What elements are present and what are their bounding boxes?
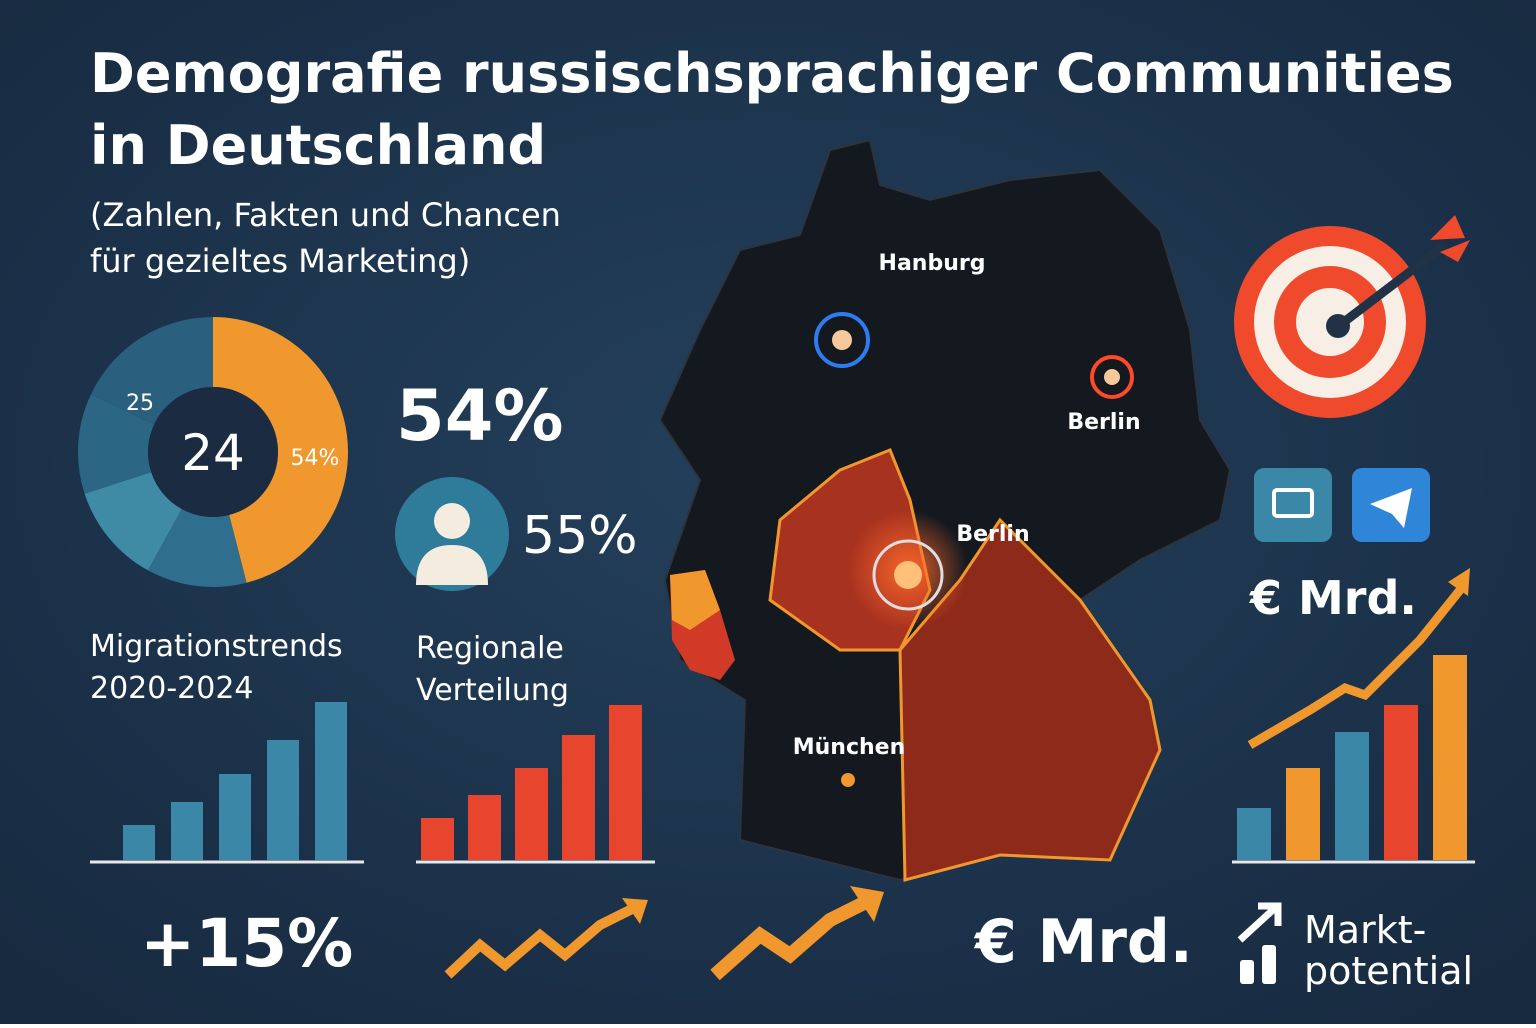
bar [562, 735, 595, 860]
bar [171, 802, 203, 860]
arrow-head [850, 886, 884, 922]
tv-icon [1272, 488, 1314, 518]
subtitle: (Zahlen, Fakten und Chancen [90, 196, 561, 234]
donut-segment [90, 317, 213, 425]
donut-hole [148, 387, 278, 517]
chart-title: 2020-2024 [90, 671, 254, 706]
bar [315, 702, 347, 860]
bar [1433, 655, 1467, 860]
title: in Deutschland [90, 114, 546, 177]
donut-chart [78, 317, 349, 587]
stat: Markt- [1304, 908, 1426, 952]
person-body [416, 545, 488, 585]
donut-segment [213, 317, 349, 583]
donut-label: 25 [126, 391, 154, 416]
donut-segment [84, 472, 182, 571]
stat: € Mrd. [1249, 571, 1417, 625]
city-label: Hanburg [879, 251, 986, 276]
trend-arrow [444, 900, 643, 979]
city-label: Berlin [956, 522, 1029, 547]
potential-icon [1240, 960, 1254, 984]
stat: 54% [396, 375, 564, 457]
bar [515, 768, 548, 860]
donut-center: 24 [181, 424, 245, 482]
stat: € Mrd. [973, 907, 1193, 977]
bar-charts [123, 655, 1467, 860]
donut-label: 54% [291, 446, 340, 471]
bar [609, 705, 642, 860]
stat: potential [1304, 949, 1473, 993]
chart-title: Regionale [416, 631, 564, 666]
title: Demografie russischsprachiger Communitie… [90, 42, 1454, 105]
person-head [434, 503, 470, 539]
arrow-head [1448, 568, 1470, 596]
bar [468, 795, 501, 860]
arrow-head [622, 898, 648, 924]
bar [267, 740, 299, 860]
bar [1237, 808, 1271, 860]
germany-map [658, 138, 1232, 882]
stat: 55% [522, 506, 638, 566]
potential-icon [1262, 945, 1276, 984]
chart-title: Verteilung [416, 673, 569, 708]
bar [1384, 705, 1418, 860]
donut-segment [147, 508, 247, 587]
telegram-icon [1370, 488, 1412, 528]
chart-title: Migrationstrends [90, 629, 343, 664]
trend-arrow [1247, 587, 1464, 749]
city-label: München [793, 735, 906, 760]
subtitle: für gezieltes Marketing) [90, 242, 470, 280]
potential-icon [1237, 902, 1282, 943]
bar [1335, 732, 1369, 860]
bar [1286, 768, 1320, 860]
target-icon [1234, 215, 1470, 418]
trend-arrow [710, 893, 874, 981]
donut-segment [78, 394, 155, 494]
bar [123, 825, 155, 860]
tv-icon [1254, 468, 1332, 542]
bar [219, 774, 251, 860]
bar [421, 818, 454, 860]
city-label: Berlin [1067, 410, 1140, 435]
stat: +15% [140, 905, 353, 982]
